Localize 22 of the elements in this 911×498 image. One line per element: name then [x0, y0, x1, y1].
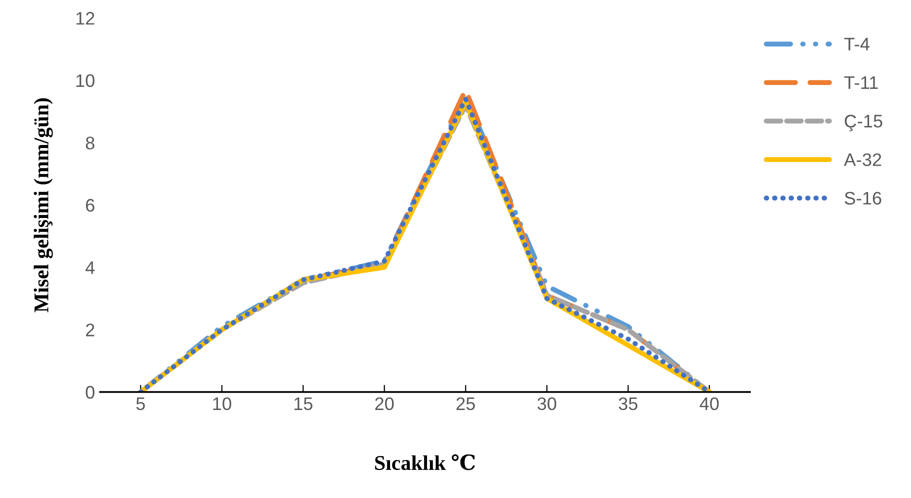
y-tick-label: 4	[86, 261, 95, 274]
x-tick-label: 20	[375, 397, 394, 410]
y-tick-label: 2	[86, 324, 94, 336]
y-tick-label: 6	[86, 198, 94, 212]
legend-label: T-11	[844, 76, 878, 89]
legend-label: A-32	[844, 153, 882, 166]
y-tick-label: 8	[86, 136, 94, 150]
x-tick-label: 5	[136, 398, 145, 410]
legend-label: S-16	[844, 192, 882, 205]
x-tick-label: 10	[213, 397, 232, 410]
y-axis-title: Misel gelişimi (mm/gün)	[34, 98, 53, 312]
y-tick-label: 10	[76, 74, 94, 88]
x-tick-label: 35	[618, 397, 638, 410]
x-tick-label: 25	[456, 397, 475, 410]
x-axis-title: Sıcaklık ℃	[375, 454, 475, 470]
x-tick-label: 15	[294, 398, 312, 410]
y-tick-label: 0	[86, 386, 94, 399]
y-tick-label: 12	[76, 12, 94, 25]
legend-label: T-4	[844, 38, 870, 50]
x-tick-label: 40	[700, 397, 719, 410]
x-tick-label: 30	[538, 397, 556, 410]
legend-label: Ç-15	[844, 114, 882, 132]
